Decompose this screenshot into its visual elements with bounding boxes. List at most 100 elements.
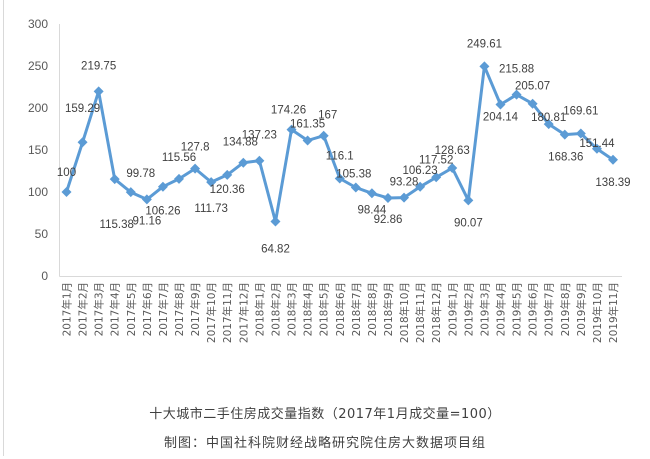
data-label: 168.36	[548, 152, 583, 164]
axes	[59, 24, 622, 277]
data-label: 180.81	[531, 112, 566, 124]
x-tick-label: 2019年5月	[511, 282, 524, 336]
data-label: 105.38	[336, 168, 371, 180]
data-label: 205.07	[515, 81, 550, 93]
y-tick-label: 100	[28, 185, 48, 199]
x-tick-label: 2018年11月	[414, 282, 427, 343]
data-point-marker	[77, 137, 88, 148]
data-label: 167	[318, 110, 337, 122]
x-tick-label: 2017年10月	[205, 282, 218, 343]
data-point-marker	[109, 174, 120, 185]
data-label: 116.1	[326, 150, 354, 162]
y-tick-label: 0	[41, 269, 48, 283]
data-label: 151.44	[579, 138, 615, 150]
data-point-marker	[608, 154, 618, 165]
data-label: 106.23	[403, 165, 438, 177]
x-tick-label: 2018年6月	[334, 282, 347, 336]
x-tick-label: 2018年12月	[430, 282, 443, 343]
data-label: 159.29	[65, 103, 100, 115]
data-label: 106.26	[145, 206, 180, 218]
data-label: 111.73	[194, 203, 227, 215]
data-label: 92.86	[374, 214, 403, 226]
data-label: 137.23	[242, 130, 277, 142]
data-point-marker	[559, 129, 570, 140]
data-point-marker	[238, 157, 249, 168]
x-tick-label: 2018年7月	[350, 282, 363, 336]
data-point-marker	[302, 135, 313, 146]
x-tick-label: 2019年7月	[543, 282, 556, 336]
data-point-marker	[543, 119, 554, 130]
data-point-marker	[511, 89, 522, 100]
y-tick-label: 200	[28, 101, 48, 115]
data-point-marker	[495, 99, 506, 110]
y-tick-label: 300	[28, 17, 48, 31]
y-axis-ticks: 0 50 100 150 200 250 300	[28, 17, 48, 283]
x-tick-label: 2017年3月	[93, 282, 106, 336]
data-point-marker	[174, 173, 185, 184]
x-tick-label: 2019年2月	[462, 282, 475, 336]
data-point-marker	[206, 177, 217, 188]
data-point-marker	[318, 130, 329, 141]
data-label: 64.82	[261, 244, 290, 256]
data-point-marker	[399, 192, 410, 203]
data-label: 134.88	[223, 137, 258, 149]
x-axis-ticks: 2017年1月 2017年2月 2017年3月 2017年4月 2017年5月 2017年…	[61, 282, 621, 343]
data-point-marker	[141, 194, 152, 205]
data-label: 138.39	[595, 177, 630, 189]
data-label: 249.61	[467, 38, 502, 50]
data-label: 99.78	[126, 168, 155, 180]
data-label: 100	[57, 167, 76, 179]
x-tick-label: 2018年5月	[318, 282, 331, 336]
data-point-marker	[415, 181, 426, 192]
x-tick-label: 2017年1月	[61, 282, 74, 336]
data-label: 98.44	[358, 204, 387, 216]
data-label: 169.61	[563, 106, 598, 118]
data-point-marker	[447, 162, 458, 173]
data-label: 90.07	[454, 217, 483, 229]
chart-caption-title: 十大城市二手住房成交量指数（2017年1月成交量=100）	[149, 407, 501, 422]
x-tick-label: 2019年4月	[494, 282, 507, 336]
x-tick-label: 2019年8月	[559, 282, 572, 336]
data-point-marker	[334, 173, 345, 184]
data-point-marker	[270, 216, 281, 227]
x-tick-label: 2019年3月	[478, 282, 491, 336]
x-tick-label: 2019年10月	[591, 282, 604, 343]
data-label: 115.38	[100, 219, 134, 231]
data-label: 91.16	[132, 215, 161, 227]
data-label: 161.35	[290, 118, 325, 130]
data-point-marker	[575, 128, 586, 139]
x-tick-label: 2018年2月	[269, 282, 282, 336]
data-label: 128.63	[435, 145, 470, 157]
x-tick-label: 2017年7月	[157, 282, 170, 336]
data-point-marker	[591, 143, 602, 154]
data-point-marker	[527, 98, 538, 109]
data-point-marker	[286, 124, 297, 135]
x-tick-label: 2017年2月	[77, 282, 90, 336]
x-tick-label: 2018年8月	[366, 282, 379, 336]
y-tick-label: 150	[28, 143, 48, 157]
x-tick-label: 2017年4月	[109, 282, 122, 336]
x-tick-label: 2018年1月	[253, 282, 266, 336]
data-point-marker	[479, 61, 490, 72]
x-tick-label: 2017年12月	[237, 282, 250, 343]
x-tick-label: 2017年11月	[221, 282, 234, 343]
data-markers	[61, 61, 618, 227]
data-label: 215.88	[499, 64, 534, 76]
data-label: 174.26	[271, 105, 306, 117]
x-tick-label: 2018年3月	[286, 282, 299, 336]
line-chart: 0 50 100 150 200 250 300 2017年1月 2017年2月 2017年3月…	[28, 17, 631, 343]
data-label: 93.28	[390, 177, 419, 189]
x-tick-label: 2018年4月	[302, 282, 315, 336]
data-label: 219.75	[81, 60, 116, 72]
data-point-marker	[350, 182, 361, 193]
x-tick-label: 2019年1月	[446, 282, 459, 336]
data-label: 204.14	[483, 112, 519, 124]
data-point-marker	[382, 192, 393, 203]
chart-caption-source: 制图：中国社科院财经战略研究院住房大数据项目组	[163, 436, 486, 451]
data-point-marker	[366, 188, 377, 199]
x-tick-label: 2019年6月	[527, 282, 540, 336]
data-point-marker	[61, 187, 72, 197]
data-label: 120.36	[210, 184, 245, 196]
chart-frame	[3, 0, 648, 456]
